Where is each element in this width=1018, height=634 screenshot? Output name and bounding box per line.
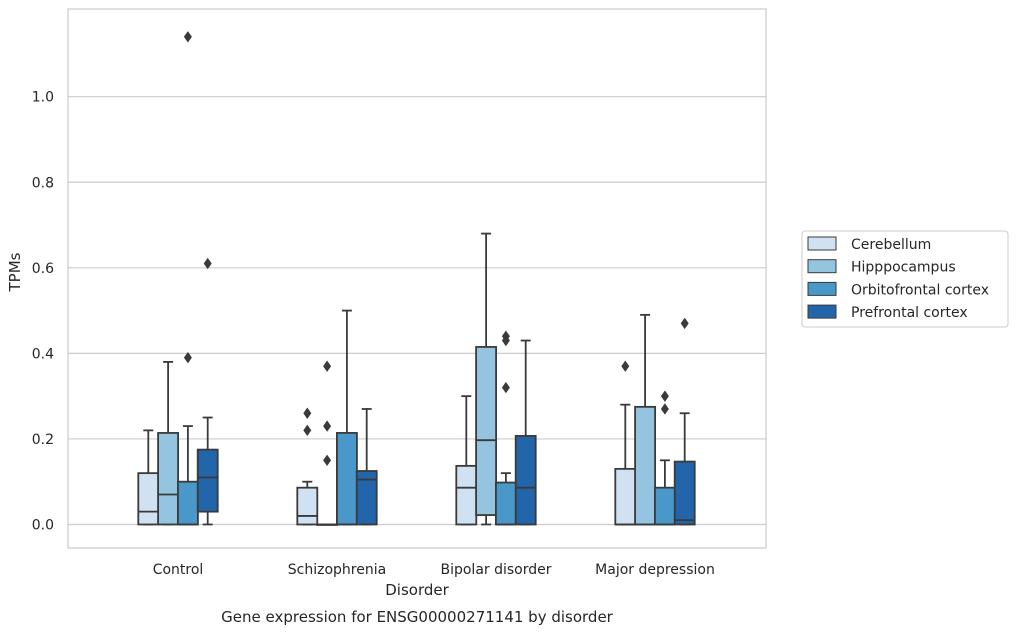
outlier-point xyxy=(501,381,510,394)
legend-label: Hipppocampus xyxy=(851,260,956,276)
box-group xyxy=(634,313,656,526)
box xyxy=(296,486,319,526)
box xyxy=(176,480,199,526)
outlier-point xyxy=(680,317,689,330)
legend-label: Cerebellum xyxy=(851,237,931,253)
legend: Cerebellum Hipppocampus Orbitofrontal cort… xyxy=(801,230,1009,328)
box-group xyxy=(614,360,637,526)
plot-frame xyxy=(67,8,767,549)
box xyxy=(514,435,537,526)
box-group xyxy=(176,31,199,526)
legend-swatch xyxy=(807,259,837,274)
y-tick-label: 0.0 xyxy=(32,517,54,533)
box-group xyxy=(137,429,160,526)
y-tick-label: 0.6 xyxy=(32,261,54,277)
y-tick-label: 0.4 xyxy=(32,346,54,362)
box xyxy=(355,470,378,526)
box-group xyxy=(157,361,180,526)
x-tick-label: Schizophrenia xyxy=(288,562,386,578)
box xyxy=(196,448,219,513)
box xyxy=(494,481,517,526)
box-group xyxy=(355,408,378,526)
box xyxy=(137,472,160,526)
outlier-point xyxy=(183,31,192,43)
figure-caption: Gene expression for ENSG00000271141 by d… xyxy=(221,608,614,626)
outlier-point xyxy=(501,334,510,347)
box xyxy=(634,405,656,526)
box-group xyxy=(455,395,478,526)
box xyxy=(614,467,637,526)
legend-label: Prefrontal cortex xyxy=(851,305,968,321)
box xyxy=(475,346,498,516)
legend-swatch xyxy=(807,304,837,319)
box-layer xyxy=(137,31,696,526)
box-group xyxy=(296,407,319,526)
legend-swatch xyxy=(807,281,837,296)
outlier-point xyxy=(323,420,332,432)
y-tick-label: 0.2 xyxy=(32,432,54,448)
box xyxy=(654,486,676,526)
outlier-point xyxy=(203,257,212,270)
box xyxy=(335,432,358,526)
outlier-point xyxy=(303,407,312,419)
legend-swatch xyxy=(807,236,837,251)
outlier-point xyxy=(323,360,332,372)
box xyxy=(455,464,478,526)
outlier-point xyxy=(303,424,312,437)
y-axis-label: TPMs xyxy=(6,252,24,292)
x-axis-label: Disorder xyxy=(385,581,449,599)
box-group xyxy=(654,390,676,526)
y-tick-label: 0.8 xyxy=(32,175,54,191)
x-tick-label: Major depression xyxy=(595,562,715,578)
box-group xyxy=(196,257,219,526)
outlier-point xyxy=(660,403,669,415)
x-tick-label: Control xyxy=(153,562,204,578)
box-group xyxy=(335,309,358,526)
outlier-point xyxy=(323,454,332,467)
box-group xyxy=(316,360,339,526)
box xyxy=(157,432,180,526)
box-group xyxy=(494,330,517,526)
x-tick-label: Bipolar disorder xyxy=(440,562,551,578)
y-tick-label: 1.0 xyxy=(32,90,54,106)
x-tick-labels: Control Schizophrenia Bipolar disorder Majo… xyxy=(153,562,715,578)
legend-label: Orbitofrontal cortex xyxy=(851,282,989,298)
legend-frame xyxy=(801,230,1009,328)
outlier-point xyxy=(660,390,669,402)
y-tick-labels: 0.0 0.2 0.4 0.6 0.8 1.0 xyxy=(32,90,54,534)
outlier-point xyxy=(183,351,192,364)
box-group xyxy=(673,317,696,526)
box xyxy=(673,460,696,526)
outlier-point xyxy=(621,360,630,372)
box-group xyxy=(514,339,537,526)
box-group xyxy=(475,232,498,526)
